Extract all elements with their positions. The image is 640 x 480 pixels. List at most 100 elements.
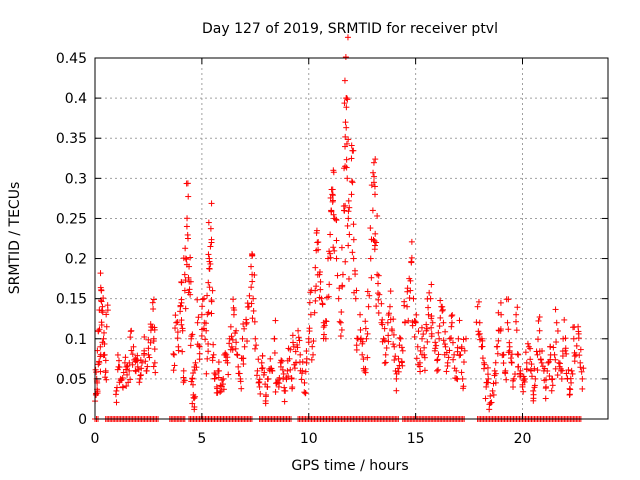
data-point xyxy=(248,300,255,307)
data-point xyxy=(147,339,154,346)
data-point xyxy=(406,295,413,302)
data-point xyxy=(546,373,553,380)
data-point xyxy=(127,328,134,335)
data-point xyxy=(244,338,251,345)
data-point xyxy=(439,306,446,313)
data-point xyxy=(204,355,211,362)
data-point xyxy=(145,345,152,352)
data-point xyxy=(552,356,559,363)
data-point xyxy=(344,96,351,103)
data-point xyxy=(454,344,461,351)
data-point xyxy=(292,348,299,355)
data-point xyxy=(567,386,574,393)
data-point xyxy=(558,375,565,382)
data-point xyxy=(397,335,404,342)
data-point xyxy=(386,303,393,310)
data-point xyxy=(350,236,357,243)
data-point xyxy=(103,323,110,330)
data-point xyxy=(485,379,492,386)
data-point xyxy=(178,317,185,324)
data-point xyxy=(220,386,227,393)
data-point xyxy=(289,384,296,391)
data-point xyxy=(190,381,197,388)
data-point xyxy=(532,375,539,382)
data-point xyxy=(419,335,426,342)
data-point xyxy=(345,215,352,222)
data-point xyxy=(281,398,288,405)
data-point xyxy=(559,367,566,374)
data-point xyxy=(136,379,143,386)
data-point xyxy=(451,365,458,372)
data-point xyxy=(575,335,582,342)
data-point xyxy=(289,332,296,339)
data-point xyxy=(150,338,157,345)
data-point xyxy=(224,354,231,361)
data-point xyxy=(178,296,185,303)
data-point xyxy=(523,365,530,372)
data-point xyxy=(101,329,108,336)
data-point xyxy=(302,368,309,375)
data-point xyxy=(544,367,551,374)
data-point xyxy=(563,350,570,357)
tick-labels: 0 0.05 0.1 0.15 0.2 0.25 0.3 0.35 0.4 0.45 0 5 10 15 2… xyxy=(56,51,532,447)
data-point xyxy=(424,325,431,332)
data-point xyxy=(112,391,119,398)
data-point xyxy=(330,211,337,218)
data-point xyxy=(191,364,198,371)
data-point xyxy=(363,335,370,342)
data-point xyxy=(257,390,264,397)
y-tick-label: 0.3 xyxy=(65,171,87,187)
data-point xyxy=(478,343,485,350)
data-point xyxy=(571,353,578,360)
data-point xyxy=(233,339,240,346)
data-point xyxy=(151,346,158,353)
data-point xyxy=(218,377,225,384)
data-point xyxy=(195,314,202,321)
data-point xyxy=(448,323,455,330)
data-point xyxy=(371,242,378,249)
data-point xyxy=(435,366,442,373)
data-point xyxy=(234,352,241,359)
data-point xyxy=(514,351,521,358)
data-point xyxy=(346,231,353,238)
data-point xyxy=(460,359,467,366)
data-point xyxy=(229,336,236,343)
data-point xyxy=(327,254,334,261)
data-point xyxy=(534,351,541,358)
data-point xyxy=(372,230,379,237)
data-point xyxy=(303,355,310,362)
data-point xyxy=(480,365,487,372)
data-point xyxy=(428,324,435,331)
data-point xyxy=(538,359,545,366)
data-point xyxy=(286,355,293,362)
data-point xyxy=(284,367,291,374)
data-point xyxy=(97,353,104,360)
data-point xyxy=(379,321,386,328)
data-point xyxy=(348,191,355,198)
data-point xyxy=(101,340,108,347)
data-point xyxy=(366,292,373,299)
data-point xyxy=(180,367,187,374)
data-point xyxy=(435,329,442,336)
data-point xyxy=(404,303,411,310)
data-point xyxy=(329,186,336,193)
data-point xyxy=(264,376,271,383)
data-point xyxy=(452,375,459,382)
data-point xyxy=(500,360,507,367)
data-point xyxy=(429,319,436,326)
data-point xyxy=(364,330,371,337)
data-point xyxy=(381,337,388,344)
data-point xyxy=(348,178,355,185)
data-point xyxy=(326,281,333,288)
data-point xyxy=(152,369,159,376)
data-point xyxy=(539,347,546,354)
x-axis-title: GPS time / hours xyxy=(291,458,408,474)
data-point xyxy=(516,370,523,377)
data-point xyxy=(349,249,356,256)
data-point xyxy=(130,343,137,350)
data-point xyxy=(507,355,514,362)
x-tick-label: 15 xyxy=(407,431,425,447)
data-point xyxy=(198,311,205,318)
data-point xyxy=(390,331,397,338)
data-point xyxy=(448,319,455,326)
